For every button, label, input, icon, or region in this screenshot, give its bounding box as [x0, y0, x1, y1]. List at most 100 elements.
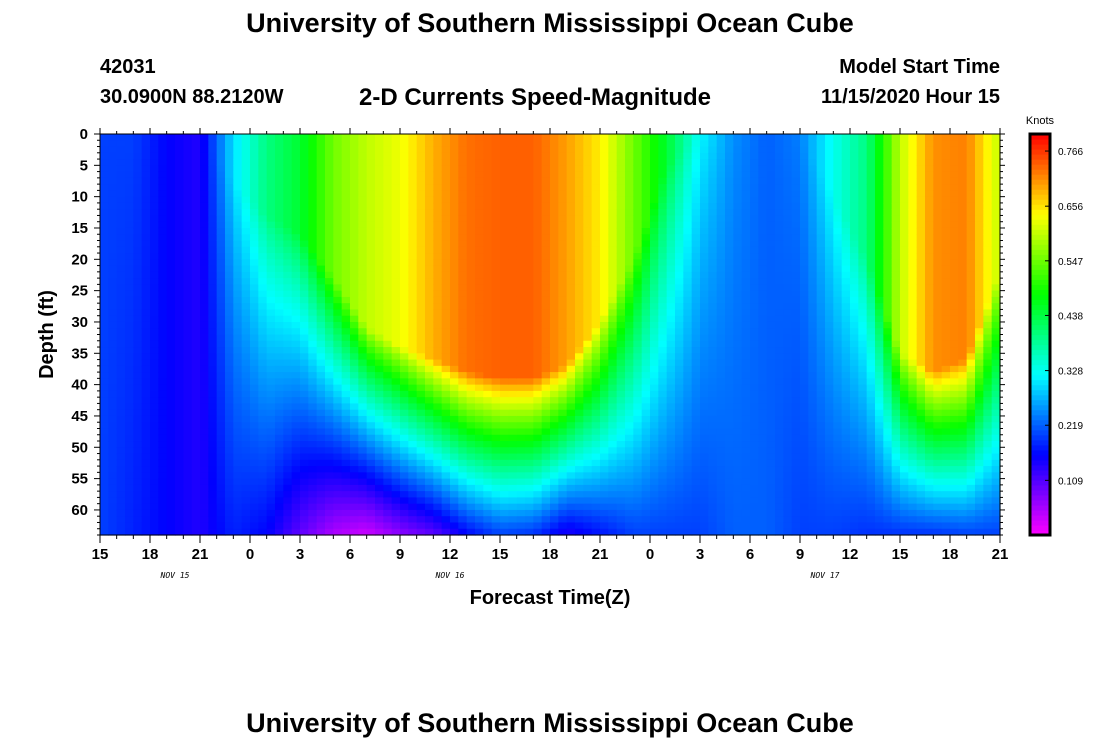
heatmap-cell — [375, 309, 384, 317]
heatmap-cell — [416, 409, 426, 417]
heatmap-cell — [283, 234, 293, 242]
heatmap-cell — [133, 503, 143, 511]
heatmap-cell — [441, 234, 451, 242]
heatmap-cell — [316, 528, 326, 536]
heatmap-cell — [641, 478, 651, 486]
heatmap-cell — [441, 372, 451, 379]
heatmap-cell — [550, 303, 559, 311]
heatmap-cell — [466, 453, 476, 461]
heatmap-cell — [691, 478, 701, 486]
heatmap-cell — [408, 509, 418, 517]
heatmap-cell — [491, 441, 501, 448]
heatmap-cell — [341, 209, 351, 217]
heatmap-cell — [366, 397, 376, 405]
heatmap-cell — [350, 177, 359, 185]
station-id: 42031 — [100, 56, 156, 78]
heatmap-cell — [375, 478, 384, 486]
heatmap-cell — [450, 491, 459, 499]
heatmap-cell — [158, 171, 168, 179]
heatmap-cell — [116, 221, 126, 229]
heatmap-cell — [566, 397, 576, 405]
heatmap-cell — [650, 390, 659, 398]
heatmap-cell — [266, 403, 276, 411]
heatmap-cell — [200, 196, 209, 204]
heatmap-cell — [658, 453, 668, 461]
heatmap-cell — [566, 378, 576, 386]
heatmap-cell — [133, 221, 143, 229]
heatmap-cell — [358, 234, 368, 242]
heatmap-cell — [483, 221, 493, 229]
heatmap-cell — [225, 447, 234, 455]
heatmap-cell — [516, 303, 526, 311]
heatmap-cell — [625, 522, 634, 530]
heatmap-cell — [558, 240, 568, 248]
heatmap-cell — [616, 265, 626, 273]
heatmap-cell — [141, 303, 151, 311]
heatmap-cell — [366, 428, 376, 436]
heatmap-cell — [558, 202, 568, 210]
heatmap-cell — [216, 202, 226, 210]
heatmap-cell — [116, 340, 126, 348]
heatmap-cell — [641, 390, 651, 398]
heatmap-cell — [433, 422, 443, 430]
heatmap-cell — [483, 503, 493, 511]
heatmap-cell — [500, 472, 509, 480]
heatmap-cell — [191, 140, 201, 148]
heatmap-cell — [375, 365, 384, 373]
heatmap-cell — [575, 372, 584, 379]
heatmap-cell — [650, 196, 659, 204]
heatmap-cell — [516, 159, 526, 166]
heatmap-cell — [558, 134, 568, 141]
heatmap-cell — [150, 340, 159, 348]
heatmap-cell — [733, 453, 743, 461]
heatmap-cell — [666, 372, 676, 379]
heatmap-cell — [291, 428, 301, 436]
heatmap-cell — [108, 315, 118, 323]
heatmap-cell — [741, 415, 751, 423]
heatmap-cell — [383, 491, 393, 499]
heatmap-cell — [525, 240, 534, 248]
heatmap-cell — [283, 459, 293, 467]
heatmap-cell — [675, 271, 684, 279]
heatmap-cell — [483, 171, 493, 179]
heatmap-cell — [116, 503, 126, 511]
heatmap-cell — [591, 309, 601, 317]
heatmap-cell — [600, 334, 609, 342]
heatmap-cell — [291, 221, 301, 229]
heatmap-cell — [683, 334, 693, 342]
heatmap-cell — [391, 334, 401, 342]
heatmap-cell — [491, 528, 501, 536]
heatmap-cell — [291, 509, 301, 517]
heatmap-cell — [566, 234, 576, 242]
heatmap-cell — [341, 384, 351, 392]
heatmap-cell — [208, 466, 218, 473]
heatmap-cell — [150, 227, 159, 235]
heatmap-cell — [591, 491, 601, 499]
heatmap-cell — [150, 271, 159, 279]
heatmap-cell — [358, 497, 368, 505]
heatmap-cell — [166, 491, 176, 499]
heatmap-cell — [175, 190, 184, 198]
heatmap-cell — [275, 196, 284, 204]
heatmap-cell — [225, 347, 234, 354]
heatmap-cell — [250, 209, 259, 217]
heatmap-cell — [100, 441, 109, 448]
heatmap-cell — [683, 202, 693, 210]
heatmap-cell — [450, 240, 459, 248]
heatmap-cell — [250, 497, 259, 505]
heatmap-cell — [316, 290, 326, 298]
heatmap-cell — [175, 340, 184, 348]
heatmap-cell — [166, 240, 176, 248]
heatmap-cell — [683, 209, 693, 217]
heatmap-cell — [375, 177, 384, 185]
heatmap-cell — [358, 209, 368, 217]
heatmap-cell — [166, 390, 176, 398]
heatmap-cell — [266, 503, 276, 511]
heatmap-cell — [258, 340, 268, 348]
heatmap-cell — [158, 466, 168, 473]
heatmap-cell — [583, 321, 593, 329]
heatmap-cell — [433, 215, 443, 223]
heatmap-cell — [500, 403, 509, 411]
heatmap-cell — [475, 171, 484, 179]
heatmap-cell — [608, 221, 618, 229]
